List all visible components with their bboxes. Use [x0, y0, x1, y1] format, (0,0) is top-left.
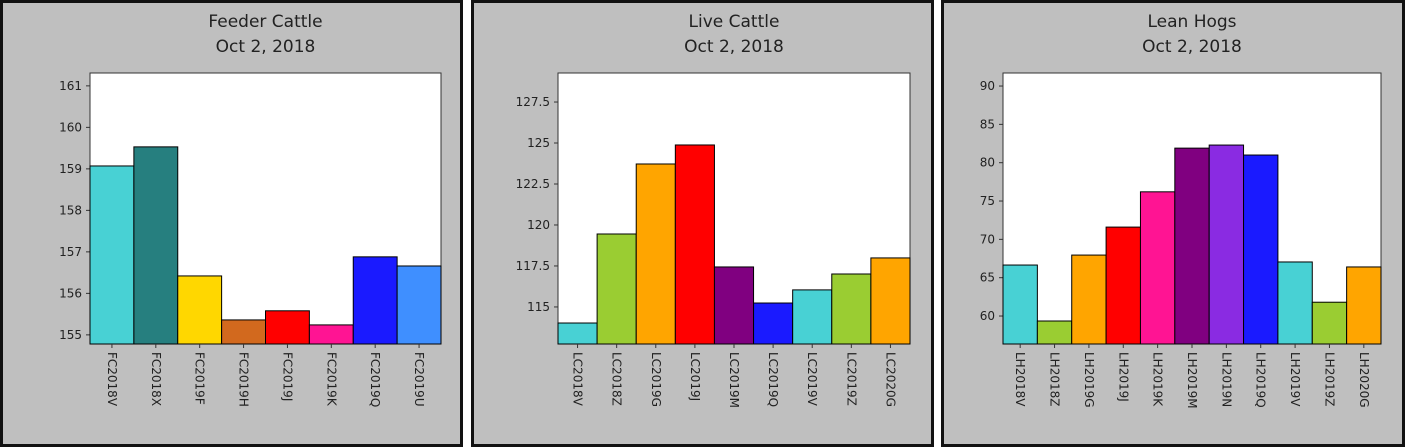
x-tick-label: FC2019U: [412, 352, 426, 407]
bar: [713, 266, 755, 345]
y-tick-label: 156: [59, 286, 82, 300]
bar: [89, 165, 135, 345]
bar: [1277, 261, 1313, 345]
x-tick-label: FC2018V: [105, 352, 119, 407]
bar: [265, 310, 310, 345]
y-tick-label: 117.5: [516, 259, 550, 273]
x-tick-label: FC2018X: [149, 352, 163, 406]
chart-title: Lean Hogs: [1147, 12, 1236, 32]
bar: [792, 289, 833, 345]
x-tick-label: LC2018Z: [610, 352, 624, 406]
chart-title: Feeder Cattle: [208, 12, 322, 32]
bar: [177, 275, 223, 345]
y-tick-label: 65: [980, 271, 995, 285]
bar: [1208, 144, 1245, 345]
x-tick-label: LC2019Z: [844, 352, 858, 406]
bar: [1002, 264, 1038, 345]
chart-subtitle: Oct 2, 2018: [216, 37, 316, 57]
bar: [674, 144, 715, 345]
bar: [221, 319, 266, 345]
chart-panel: Lean Hogs Oct 2, 2018 60 65 70 75 80 85 90 LH2018…: [941, 0, 1405, 447]
x-tick-label: FC2019H: [237, 352, 251, 407]
x-tick-label: LC2019J: [688, 352, 702, 401]
bar: [870, 257, 911, 345]
bar: [396, 265, 442, 345]
x-tick-label: LH2018Z: [1048, 352, 1062, 406]
y-tick-label: 70: [980, 232, 995, 246]
y-tick-label: 157: [59, 245, 82, 259]
y-tick-label: 155: [59, 328, 82, 342]
y-tick-label: 85: [980, 117, 995, 131]
y-tick-label: 60: [980, 309, 995, 323]
bar: [1346, 266, 1382, 345]
bar: [1071, 254, 1107, 345]
x-tick-label: LH2020G: [1357, 352, 1371, 408]
bar: [557, 322, 598, 345]
bar: [1036, 320, 1073, 345]
chart-subtitle: Oct 2, 2018: [1142, 37, 1242, 57]
y-tick-label: 120: [527, 218, 550, 232]
x-tick-label: LH2019G: [1082, 352, 1096, 408]
bar: [1311, 301, 1348, 345]
y-tick-label: 75: [980, 194, 995, 208]
bar: [308, 324, 354, 345]
x-tick-label: LC2018V: [571, 352, 585, 407]
x-tick-label: LH2019V: [1288, 352, 1302, 407]
x-tick-label: FC2019Q: [368, 352, 382, 407]
y-tick-label: 125: [527, 136, 550, 150]
x-tick-label: LH2019Z: [1322, 352, 1336, 406]
y-tick-label: 80: [980, 156, 995, 170]
y-tick-label: 158: [59, 203, 82, 217]
y-tick-label: 159: [59, 162, 82, 176]
bar: [133, 146, 179, 345]
bar: [1174, 147, 1210, 345]
chart-subtitle: Oct 2, 2018: [684, 37, 784, 57]
x-tick-label: LC2019Q: [766, 352, 780, 407]
bar: [1139, 191, 1176, 345]
bar: [635, 163, 676, 345]
y-tick-label: 115: [527, 300, 550, 314]
x-tick-label: LH2019K: [1151, 352, 1165, 407]
x-tick-label: FC2019F: [193, 352, 207, 405]
x-tick-label: FC2019J: [280, 352, 294, 401]
x-tick-label: FC2019K: [324, 352, 338, 407]
x-tick-label: LH2018V: [1013, 352, 1027, 407]
bar: [596, 233, 637, 345]
x-tick-label: LC2019M: [727, 352, 741, 408]
bar: [1105, 226, 1141, 345]
x-tick-label: LC2019V: [805, 352, 819, 407]
y-tick-label: 127.5: [516, 95, 550, 109]
x-tick-label: LH2019J: [1116, 352, 1130, 402]
bar: [753, 302, 794, 345]
x-tick-label: LH2019Q: [1254, 352, 1268, 408]
x-tick-label: LC2020G: [883, 352, 897, 407]
y-tick-label: 90: [980, 79, 995, 93]
y-tick-label: 160: [59, 120, 82, 134]
x-tick-label: LC2019G: [649, 352, 663, 407]
chart-panel: Live Cattle Oct 2, 2018 115 117.5 120 122.5 12…: [471, 0, 934, 447]
bar: [1243, 154, 1279, 345]
x-tick-label: LH2019M: [1185, 352, 1199, 409]
x-tick-label: LH2019N: [1219, 352, 1233, 407]
bar: [352, 256, 398, 345]
chart-title: Live Cattle: [689, 12, 780, 32]
y-tick-label: 122.5: [516, 177, 550, 191]
chart-panel: Feeder Cattle Oct 2, 2018 155 156 157 158 159 1…: [0, 0, 463, 447]
bar: [831, 273, 872, 345]
y-tick-label: 161: [59, 79, 82, 93]
